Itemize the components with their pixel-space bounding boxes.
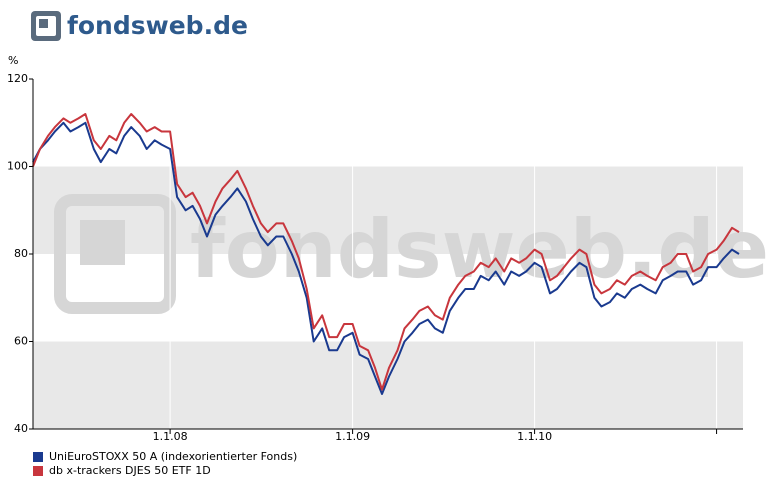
x-tick-label: 1.1.10 — [517, 430, 552, 443]
y-tick-label: 40 — [14, 422, 28, 435]
series-line — [32, 121, 740, 395]
watermark-icon-square — [80, 220, 125, 265]
legend-swatch — [33, 452, 43, 462]
grid-band — [33, 166, 743, 254]
series-line — [32, 113, 740, 391]
legend-label: UniEuroSTOXX 50 A (indexorientierter Fon… — [49, 450, 297, 463]
y-tick-label: 80 — [14, 247, 28, 260]
y-axis-label: % — [8, 54, 18, 67]
grid-band — [33, 341, 743, 429]
legend-label: db x-trackers DJES 50 ETF 1D — [49, 464, 211, 477]
y-tick-label: 120 — [7, 72, 28, 85]
logo-icon-square — [39, 19, 48, 28]
logo-text: fondsweb.de — [67, 11, 248, 40]
x-tick-label: 1.1.08 — [153, 430, 188, 443]
y-tick-label: 100 — [7, 160, 28, 173]
y-tick-label: 60 — [14, 335, 28, 348]
x-tick-label: 1.1.09 — [335, 430, 370, 443]
watermark: fondsweb.de — [190, 203, 769, 296]
legend-swatch — [33, 466, 43, 476]
